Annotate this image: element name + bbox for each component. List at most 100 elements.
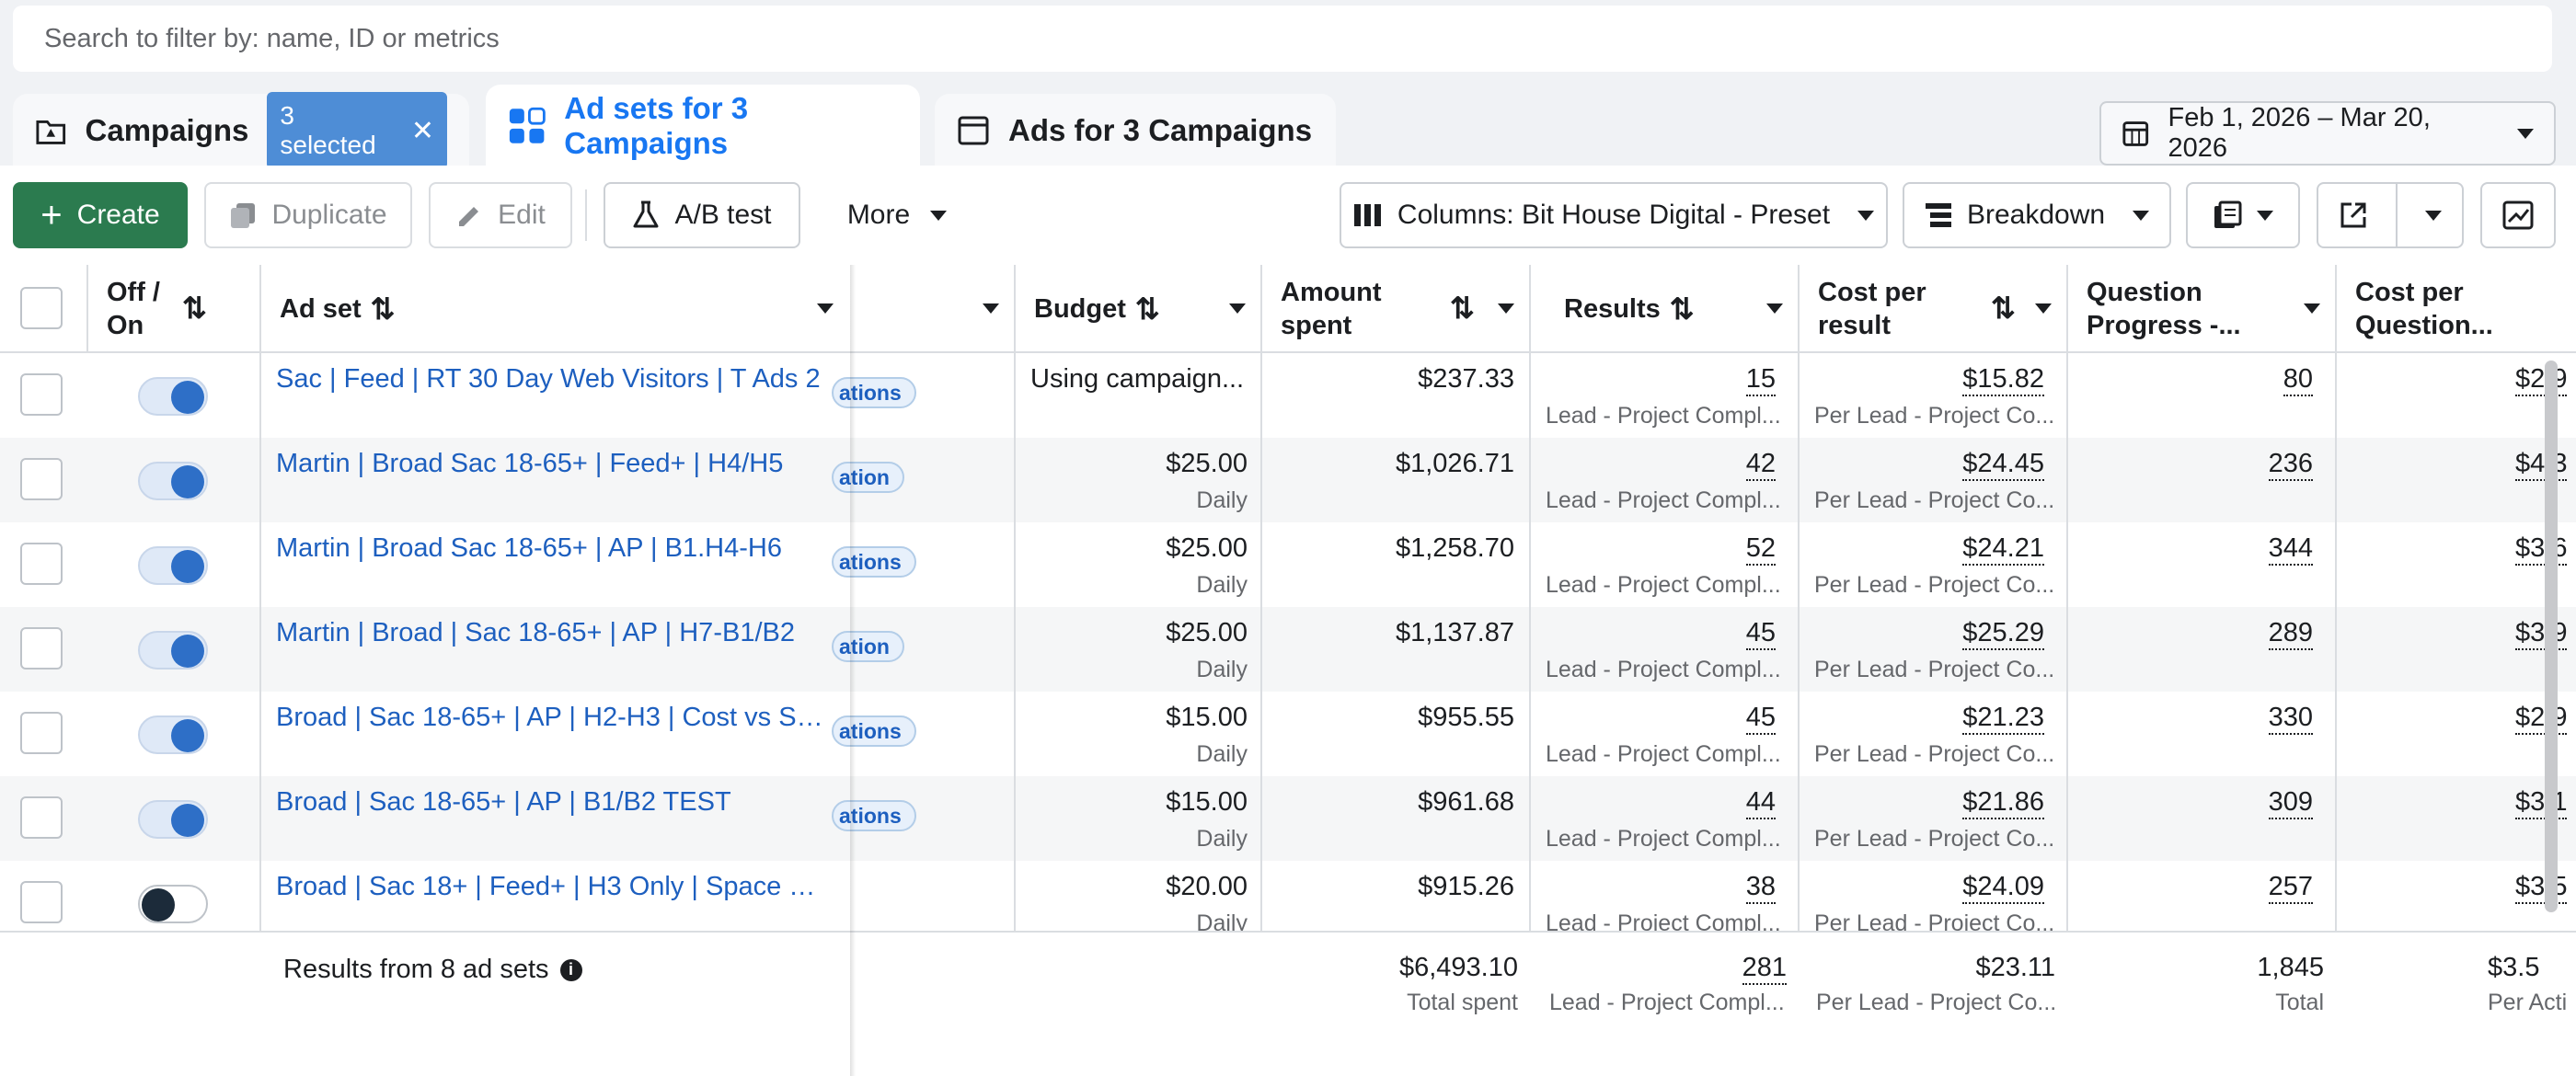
- breakdown-button[interactable]: Breakdown: [1903, 182, 2171, 248]
- question-progress-number: 309: [2268, 787, 2313, 819]
- chevron-down-icon[interactable]: [1498, 303, 1514, 314]
- cost-per-result-value[interactable]: $25.29: [1818, 618, 2044, 650]
- results-value[interactable]: 45: [1546, 618, 1776, 650]
- total-results[interactable]: 281: [1546, 953, 1787, 985]
- question-progress-value[interactable]: 330: [2087, 703, 2313, 735]
- question-progress-value[interactable]: 289: [2087, 618, 2313, 650]
- sort-icon[interactable]: ⇅: [1991, 292, 2016, 325]
- clear-selection-icon[interactable]: ✕: [410, 115, 434, 146]
- cost-per-result-value[interactable]: $24.09: [1818, 872, 2044, 904]
- create-button[interactable]: + Create: [13, 182, 188, 248]
- chevron-down-icon[interactable]: [2304, 303, 2320, 314]
- chevron-down-icon[interactable]: [1229, 303, 1246, 314]
- results-value[interactable]: 45: [1546, 703, 1776, 735]
- table-row[interactable]: Broad | Sac 18+ | Feed+ | H3 Only | Spac…: [0, 861, 2576, 945]
- column-header-cost-per-question[interactable]: Cost per Question...: [2355, 265, 2539, 353]
- cost-per-question-value[interactable]: $4.3: [2515, 449, 2568, 481]
- cost-per-question-value[interactable]: $2.9: [2515, 364, 2568, 396]
- edit-button[interactable]: Edit: [429, 182, 572, 248]
- chevron-down-icon[interactable]: [817, 303, 834, 314]
- adset-name-link[interactable]: Broad | Sac 18-65+ | AP | B1/B2 TEST: [276, 787, 731, 817]
- cost-per-result-value[interactable]: $24.21: [1818, 533, 2044, 566]
- column-header-adset[interactable]: Ad set ⇅: [280, 265, 395, 353]
- question-progress-value[interactable]: 257: [2087, 872, 2313, 904]
- results-summary-label: Results from 8 ad sets: [283, 955, 549, 984]
- column-header-amount-spent[interactable]: Amount spent: [1281, 265, 1400, 353]
- results-value[interactable]: 44: [1546, 787, 1776, 819]
- split-divider: [2396, 182, 2398, 248]
- ab-test-button[interactable]: A/B test: [604, 182, 800, 248]
- cost-per-result-value[interactable]: $21.86: [1818, 787, 2044, 819]
- delivery-toggle[interactable]: [138, 546, 208, 585]
- adset-name-link[interactable]: Martin | Broad Sac 18-65+ | AP | B1.H4-H…: [276, 533, 782, 563]
- question-progress-value[interactable]: 236: [2087, 449, 2313, 481]
- row-checkbox[interactable]: [20, 543, 63, 585]
- column-header-offon[interactable]: Off / On: [107, 265, 199, 353]
- cost-per-result-value[interactable]: $21.23: [1818, 703, 2044, 735]
- sort-icon[interactable]: ⇅: [1450, 292, 1475, 325]
- column-header-question-progress[interactable]: Question Progress -...: [2087, 265, 2271, 353]
- table-row[interactable]: Martin | Broad Sac 18-65+ | Feed+ | H4/H…: [0, 438, 2576, 522]
- chevron-down-icon[interactable]: [2035, 303, 2052, 314]
- delivery-toggle[interactable]: [138, 800, 208, 839]
- search-input[interactable]: Search to filter by: name, ID or metrics: [13, 6, 2552, 72]
- delivery-toggle[interactable]: [138, 462, 208, 500]
- cost-per-question-value[interactable]: $3.6: [2515, 533, 2568, 566]
- vertical-scrollbar[interactable]: [2545, 361, 2558, 912]
- row-checkbox[interactable]: [20, 796, 63, 839]
- question-progress-value[interactable]: 309: [2087, 787, 2313, 819]
- column-header-results[interactable]: Results ⇅: [1564, 265, 1695, 353]
- table-row[interactable]: Sac | Feed | RT 30 Day Web Visitors | T …: [0, 353, 2576, 438]
- columns-button[interactable]: Columns: Bit House Digital - Preset: [1340, 182, 1888, 248]
- columns-icon: [1353, 204, 1381, 226]
- chevron-down-icon[interactable]: [1766, 303, 1783, 314]
- chevron-down-icon[interactable]: [983, 303, 999, 314]
- adset-name-link[interactable]: Martin | Broad | Sac 18-65+ | AP | H7-B1…: [276, 618, 795, 647]
- chart-button[interactable]: [2480, 182, 2556, 248]
- adset-name-link[interactable]: Broad | Sac 18-65+ | AP | H2-H3 | Cost v…: [276, 703, 828, 732]
- row-checkbox[interactable]: [20, 712, 63, 754]
- delivery-toggle[interactable]: [138, 631, 208, 670]
- delivery-toggle[interactable]: [138, 885, 208, 923]
- row-checkbox[interactable]: [20, 881, 63, 923]
- table-row[interactable]: Martin | Broad | Sac 18-65+ | AP | H7-B1…: [0, 607, 2576, 692]
- adset-name-link[interactable]: Broad | Sac 18+ | Feed+ | H3 Only | Spac…: [276, 872, 828, 901]
- export-button[interactable]: [2317, 182, 2464, 248]
- cost-per-question-value[interactable]: $3.1: [2515, 787, 2568, 819]
- adset-name-link[interactable]: Sac | Feed | RT 30 Day Web Visitors | T …: [276, 364, 821, 394]
- info-icon[interactable]: i: [559, 958, 582, 981]
- column-header-budget[interactable]: Budget ⇅: [1034, 265, 1160, 353]
- cost-per-result-value[interactable]: $24.45: [1818, 449, 2044, 481]
- question-progress-value[interactable]: 344: [2087, 533, 2313, 566]
- tab-campaigns[interactable]: Campaigns 3 selected ✕: [13, 92, 469, 169]
- delivery-toggle[interactable]: [138, 377, 208, 416]
- date-range-picker[interactable]: Feb 1, 2026 – Mar 20, 2026: [2099, 101, 2556, 166]
- tab-adsets[interactable]: Ad sets for 3 Campaigns: [486, 85, 920, 167]
- tab-ads[interactable]: Ads for 3 Campaigns: [935, 94, 1336, 167]
- results-value[interactable]: 52: [1546, 533, 1776, 566]
- cost-per-result-value[interactable]: $15.82: [1818, 364, 2044, 396]
- table-row[interactable]: Broad | Sac 18-65+ | AP | H2-H3 | Cost v…: [0, 692, 2576, 776]
- table-row[interactable]: Martin | Broad Sac 18-65+ | AP | B1.H4-H…: [0, 522, 2576, 607]
- row-checkbox[interactable]: [20, 627, 63, 670]
- table-row[interactable]: Broad | Sac 18-65+ | AP | B1/B2 TEST atio…: [0, 776, 2576, 861]
- results-value[interactable]: 15: [1546, 364, 1776, 396]
- cost-per-question-value[interactable]: $2.9: [2515, 703, 2568, 735]
- column-header-cost-per-result[interactable]: Cost per result: [1818, 265, 1956, 353]
- adset-name-link[interactable]: Martin | Broad Sac 18-65+ | Feed+ | H4/H…: [276, 449, 784, 478]
- selected-count-badge[interactable]: 3 selected ✕: [267, 92, 447, 169]
- more-button[interactable]: More: [828, 182, 966, 248]
- select-all-checkbox[interactable]: [20, 287, 63, 329]
- sort-icon[interactable]: ⇅: [182, 292, 207, 325]
- results-value[interactable]: 38: [1546, 872, 1776, 904]
- reports-button[interactable]: [2186, 182, 2300, 248]
- total-results-value: 281: [1742, 953, 1787, 985]
- cost-per-question-value[interactable]: $3.9: [2515, 618, 2568, 650]
- row-checkbox[interactable]: [20, 458, 63, 500]
- row-checkbox[interactable]: [20, 373, 63, 416]
- cost-per-question-value[interactable]: $3.5: [2515, 872, 2568, 904]
- duplicate-button[interactable]: Duplicate: [204, 182, 412, 248]
- delivery-toggle[interactable]: [138, 715, 208, 754]
- results-value[interactable]: 42: [1546, 449, 1776, 481]
- question-progress-value[interactable]: 80: [2087, 364, 2313, 396]
